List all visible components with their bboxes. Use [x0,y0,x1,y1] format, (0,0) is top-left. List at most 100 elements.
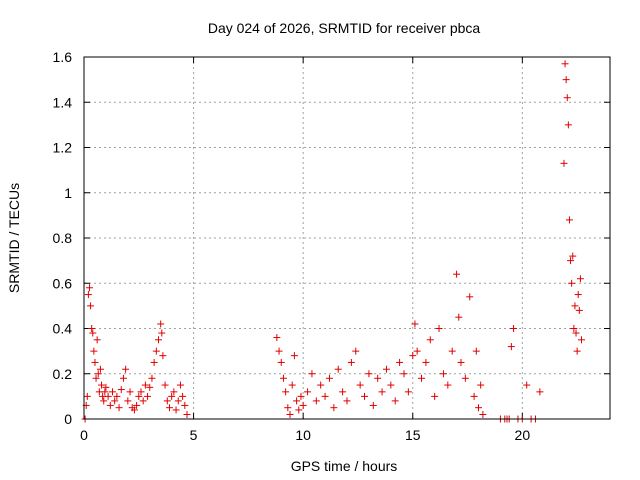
data-point [90,347,98,355]
data-point [157,320,165,328]
data-point [273,334,281,342]
data-point [422,358,430,366]
data-point [181,401,189,409]
data-point [312,397,320,405]
data-point [466,293,474,301]
axis-ticks: 0 5 10 15 20 0 0.2 0.4 0.6 0.8 1 1.2 1.4 1.6 [53,49,610,443]
data-point [130,406,138,414]
data-point [108,388,116,396]
data-point [352,347,360,355]
data-point [461,374,469,382]
y-tick-label: 1.6 [53,49,73,65]
data-point [457,358,465,366]
data-point [293,397,301,405]
data-point [102,383,110,391]
data-point [576,275,584,283]
data-point [170,388,178,396]
data-point [321,392,329,400]
data-point [83,392,91,400]
y-tick-label: 0.8 [53,230,73,246]
data-point [159,352,167,360]
data-point [275,347,283,355]
data-point [562,76,570,84]
data-point [477,381,485,389]
data-point [472,347,480,355]
data-point [92,374,100,382]
data-point [453,270,461,278]
data-point [339,388,347,396]
y-tick-label: 1.2 [53,140,73,156]
data-point [174,397,182,405]
data-point [299,401,307,409]
data-point [378,388,386,396]
data-point [89,329,97,337]
data-point [573,347,581,355]
data-point [84,291,92,299]
chart-title: Day 024 of 2026, SRMTID for receiver pbc… [208,20,481,36]
grid-lines [84,57,610,419]
data-point [374,374,382,382]
data-point [155,336,163,344]
x-tick-label: 20 [515,427,531,443]
x-tick-label: 10 [295,427,311,443]
data-points [81,60,586,423]
data-point [523,381,531,389]
data-point [295,406,303,414]
y-tick-label: 1.4 [53,94,73,110]
data-point [152,347,160,355]
data-point [569,252,577,260]
data-point [418,374,426,382]
data-point [536,388,544,396]
data-point [85,284,93,292]
data-point [510,325,518,332]
data-point [94,370,102,378]
data-point [139,397,147,405]
data-point [168,392,176,400]
data-point [570,325,578,332]
y-tick-label: 0.6 [53,275,73,291]
data-point [304,388,312,396]
y-axis-label: SRMTID / TECUs [6,183,22,293]
plot-frame [83,56,611,420]
data-point [391,397,399,405]
data-point [183,410,191,418]
data-point [448,347,456,355]
data-point [444,381,452,389]
data-point [284,404,292,412]
x-axis-label: GPS time / hours [291,458,398,474]
data-point [317,381,325,389]
data-point [113,392,121,400]
data-point [396,358,404,366]
data-point [87,302,95,310]
data-point [567,257,575,265]
data-point [564,121,572,129]
y-tick-label: 1 [64,185,72,201]
data-point [565,216,573,224]
data-point [117,386,125,394]
data-point [161,381,169,389]
data-point [563,94,571,102]
data-point [560,159,568,167]
data-point [165,404,173,412]
data-point [115,404,123,412]
data-point [91,358,99,366]
data-point [409,352,417,360]
data-point [479,410,487,418]
data-point [435,325,443,332]
data-point [475,404,482,412]
x-tick-label: 15 [405,427,421,443]
data-point [308,370,316,378]
data-point [179,392,187,400]
data-point [325,374,333,382]
data-point [575,306,583,314]
data-point [411,320,419,328]
data-point [369,401,377,409]
data-point [137,388,145,396]
data-point [571,302,579,310]
data-point [141,381,149,389]
data-point [150,358,158,366]
data-point [431,392,439,400]
data-point [133,401,141,409]
data-point [279,374,287,382]
data-point [96,365,104,373]
